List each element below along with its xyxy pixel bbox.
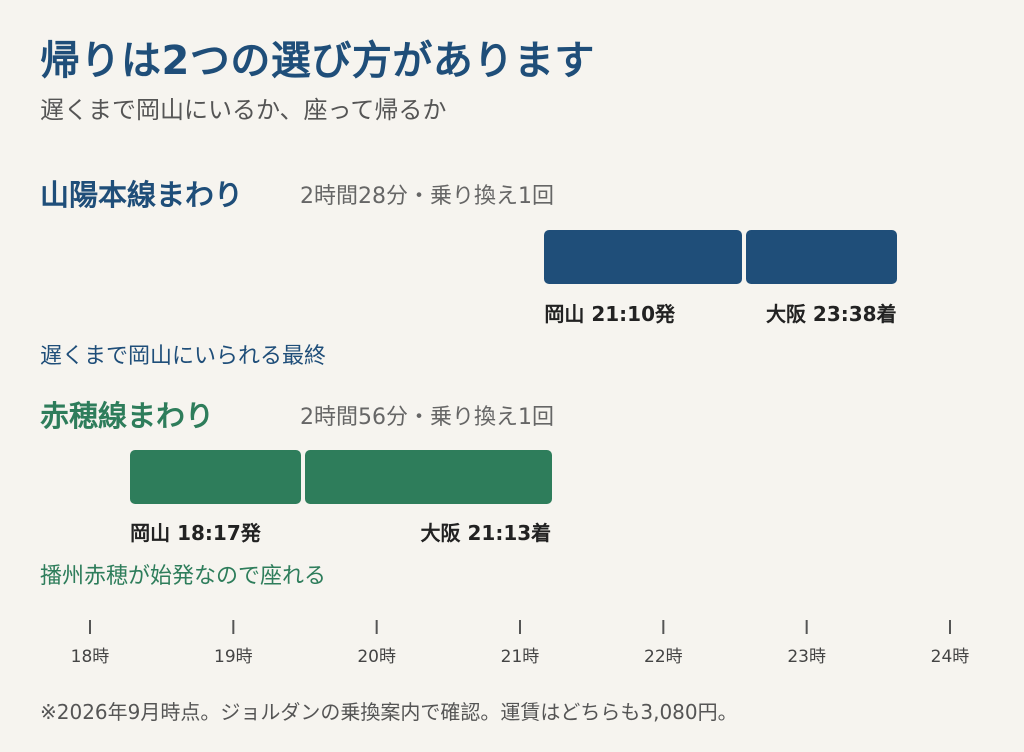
axis-tick-label: 18時	[71, 647, 110, 667]
segment-bar-ako-1	[130, 450, 301, 504]
route-name-sanyo: 山陽本線まわり	[40, 178, 244, 212]
page-title: 帰りは2つの選び方があります	[40, 38, 595, 84]
segment-bar-sanyo-2	[746, 230, 897, 284]
footnote: ※2026年9月時点。ジョルダンの乗換案内で確認。運賃はどちらも3,080円。	[40, 700, 738, 724]
segment-bar-ako-2	[305, 450, 552, 504]
route-meta-ako: 2時間56分・乗り換え1回	[300, 405, 554, 430]
route-name-ako: 赤穂線まわり	[40, 399, 215, 433]
axis-tick-label: 19時	[214, 647, 253, 667]
axis-tick-label: 23時	[787, 647, 826, 667]
route-note-sanyo: 遅くまで岡山にいられる最終	[40, 344, 327, 369]
arrive-label-ako: 大阪 21:13着	[420, 521, 552, 545]
segment-bar-sanyo-1	[544, 230, 743, 284]
depart-label-ako: 岡山 18:17発	[130, 521, 261, 545]
arrive-label-sanyo: 大阪 23:38着	[765, 302, 897, 326]
route-meta-sanyo: 2時間28分・乗り換え1回	[300, 184, 554, 209]
axis-tick-label: 20時	[357, 647, 396, 667]
axis-tick-label: 24時	[931, 647, 970, 667]
axis-tick-label: 21時	[501, 647, 540, 667]
depart-label-sanyo: 岡山 21:10発	[544, 302, 675, 326]
axis-tick-label: 22時	[644, 647, 683, 667]
page-subtitle: 遅くまで岡山にいるか、座って帰るか	[40, 96, 447, 124]
route-note-ako: 播州赤穂が始発なので座れる	[40, 564, 327, 589]
